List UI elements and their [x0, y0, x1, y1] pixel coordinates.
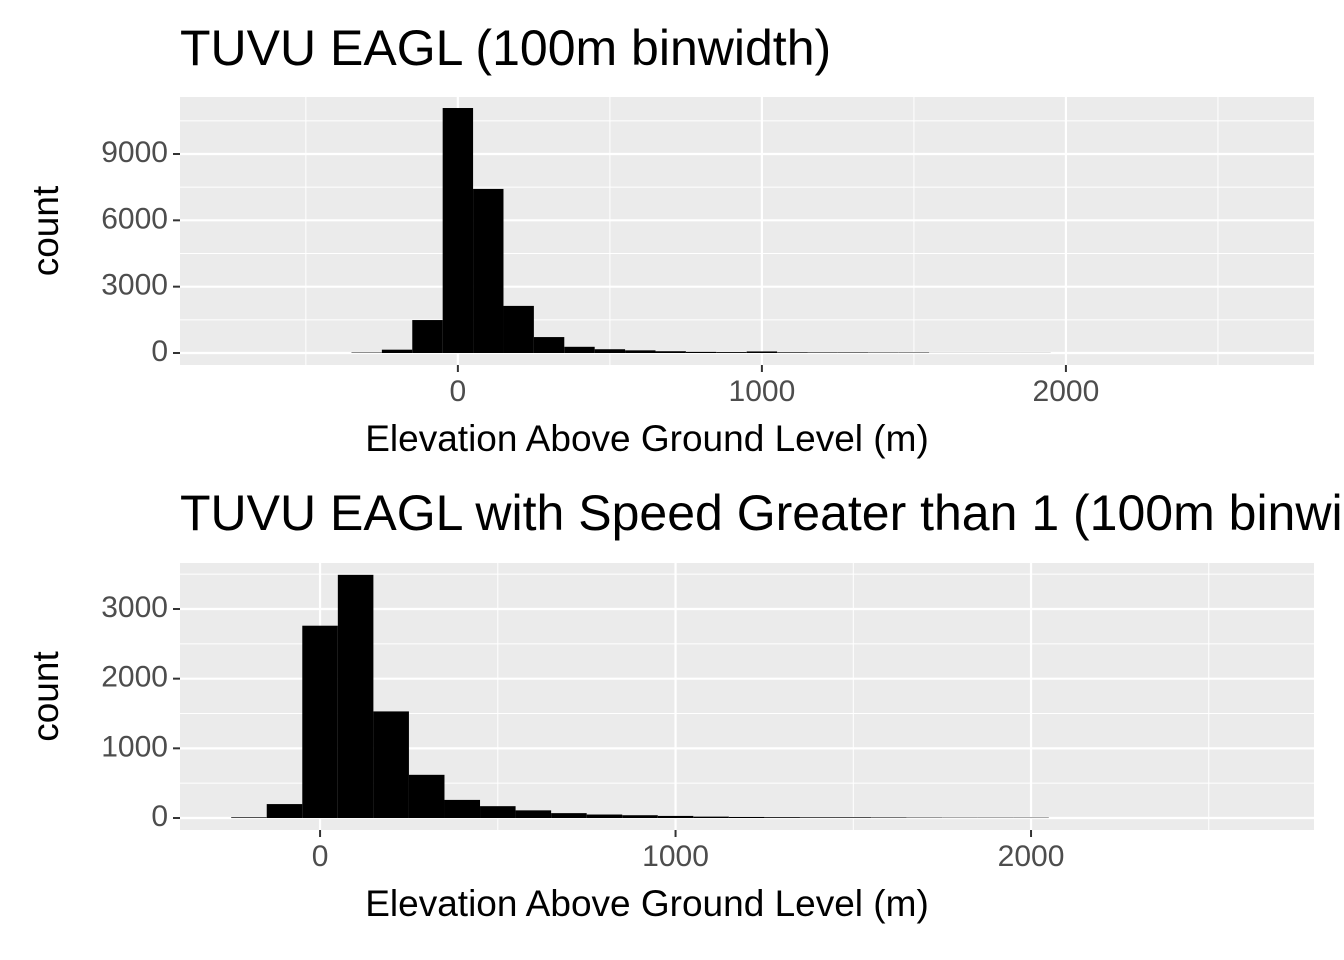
bar	[480, 806, 516, 819]
bar	[231, 817, 267, 819]
bar	[408, 774, 445, 819]
bar	[716, 352, 747, 353]
panel-background	[180, 97, 1314, 365]
x-axis-title: Elevation Above Ground Level (m)	[365, 883, 929, 924]
bar	[302, 625, 338, 819]
y-tick-label: 9000	[101, 136, 168, 169]
bar	[594, 349, 626, 353]
bar	[266, 804, 303, 819]
bar	[871, 817, 907, 819]
bar	[625, 350, 656, 353]
bar	[444, 799, 481, 819]
chart-title: TUVU EAGL (100m binwidth)	[180, 20, 831, 76]
bar	[837, 352, 869, 353]
bar	[807, 352, 838, 353]
x-axis-title: Elevation Above Ground Level (m)	[365, 418, 929, 459]
x-tick-label: 1000	[729, 375, 796, 408]
bar	[685, 351, 717, 353]
bar	[503, 305, 534, 353]
bar	[412, 320, 443, 353]
x-tick-label: 2000	[1033, 375, 1100, 408]
bar	[564, 346, 595, 353]
bar	[442, 108, 474, 353]
y-tick-label: 6000	[101, 202, 168, 235]
bar	[551, 813, 587, 819]
y-tick-label: 1000	[101, 730, 168, 763]
x-tick-label: 2000	[998, 840, 1065, 873]
bar	[657, 815, 694, 819]
y-tick-label: 0	[151, 335, 168, 368]
bar	[693, 816, 729, 819]
bar	[777, 352, 808, 353]
bar	[622, 815, 658, 819]
bar	[373, 711, 409, 819]
y-axis-title: count	[25, 185, 66, 276]
bar	[381, 349, 413, 353]
bar	[586, 814, 623, 819]
y-tick-label: 3000	[101, 269, 168, 302]
bar	[799, 817, 836, 819]
bar	[473, 188, 504, 353]
x-tick-label: 1000	[642, 840, 709, 873]
y-axis-title: count	[25, 651, 66, 742]
bar	[746, 351, 778, 353]
x-tick-label: 0	[450, 375, 467, 408]
bar	[728, 816, 765, 819]
bar	[764, 817, 800, 819]
y-tick-label: 2000	[101, 661, 168, 694]
bar	[655, 351, 686, 353]
bar	[337, 574, 374, 819]
bar	[515, 810, 552, 819]
x-tick-label: 0	[312, 840, 329, 873]
bar	[835, 817, 872, 819]
y-tick-label: 3000	[101, 591, 168, 624]
chart-title: TUVU EAGL with Speed Greater than 1 (100…	[180, 485, 1344, 541]
y-tick-label: 0	[151, 800, 168, 833]
bar	[533, 337, 565, 353]
